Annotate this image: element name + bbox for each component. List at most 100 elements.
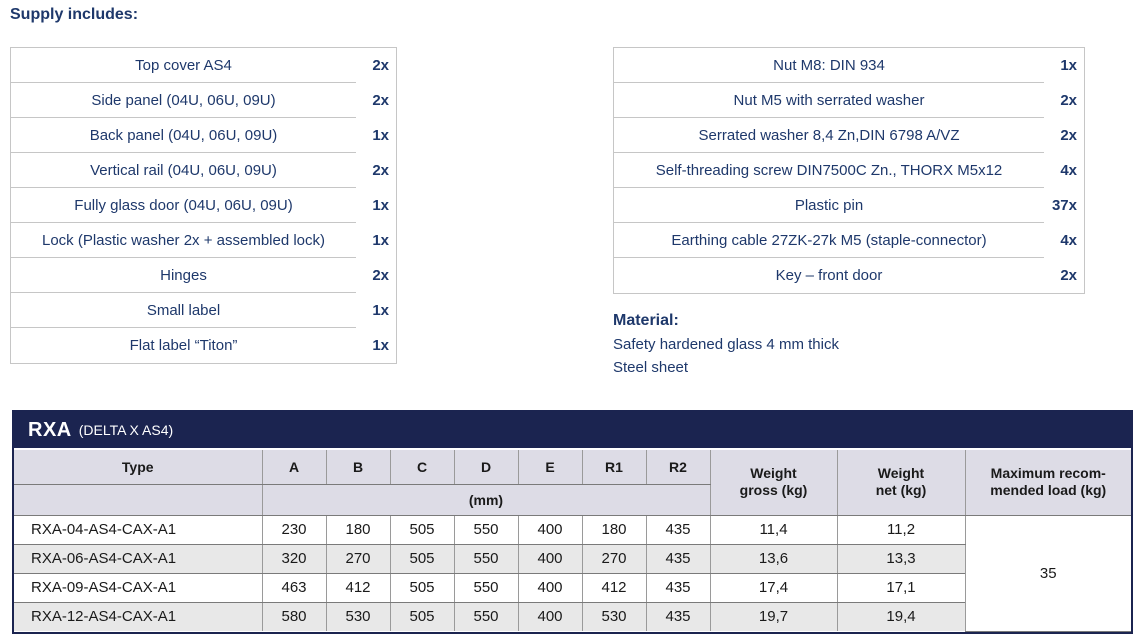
cell-d: 550 — [453, 601, 519, 631]
cell-b: 530 — [325, 601, 391, 631]
supply-table-left: Top cover AS4 2x Side panel (04U, 06U, 09… — [10, 47, 397, 364]
cell-r2: 435 — [645, 543, 711, 574]
supply-item-label: Key – front door — [775, 267, 883, 284]
material-section: Material: Safety hardened glass 4 mm thi… — [613, 312, 839, 379]
supply-includes-heading: Supply includes: — [10, 6, 139, 23]
cell-e: 400 — [517, 543, 583, 574]
cell-max-load: 35 — [964, 514, 1131, 632]
spec-table-title: RXA — [28, 418, 72, 441]
supply-item-label: Vertical rail (04U, 06U, 09U) — [11, 153, 356, 188]
supply-row: Small label 1x — [11, 293, 396, 328]
cell-weight-gross: 17,4 — [709, 572, 838, 603]
spec-table-subtitle: (DELTA X AS4) — [78, 422, 174, 438]
supply-item-qty: 37x — [1051, 197, 1077, 214]
supply-row: Top cover AS4 2x — [11, 48, 396, 83]
cell-a: 463 — [261, 572, 327, 603]
supply-item-label: Fully glass door (04U, 06U, 09U) — [11, 188, 356, 223]
cell-b: 412 — [325, 572, 391, 603]
cell-c: 505 — [389, 543, 455, 574]
cell-weight-gross: 19,7 — [709, 601, 838, 631]
cell-type: RXA-12-AS4-CAX-A1 — [14, 601, 263, 631]
header-line: Maximum recom- — [990, 465, 1106, 482]
supply-item-qty: 4x — [1060, 162, 1077, 179]
supply-item-label: Serrated washer 8,4 Zn,DIN 6798 A/VZ — [614, 118, 1044, 153]
cell-b: 180 — [325, 514, 391, 545]
supply-item-qty: 2x — [372, 57, 389, 74]
cell-d: 550 — [453, 572, 519, 603]
supply-item-label: Side panel (04U, 06U, 09U) — [11, 83, 356, 118]
cell-b: 270 — [325, 543, 391, 574]
spec-data-table: Type A B C D E R1 R2 Weight gross (kg) W… — [14, 450, 1131, 632]
supply-row: Flat label “Titon” 1x — [11, 328, 396, 363]
cell-c: 505 — [389, 572, 455, 603]
spec-table: RXA (DELTA X AS4) Type A B C D E R1 R2 W… — [12, 410, 1133, 634]
supply-item-label: Nut M8: DIN 934 — [614, 48, 1044, 83]
supply-row: Hinges 2x — [11, 258, 396, 293]
material-line: Steel sheet — [613, 359, 689, 376]
spec-table-titlebar: RXA (DELTA X AS4) — [14, 412, 1131, 450]
column-header-r1: R1 — [581, 450, 647, 485]
cell-c: 505 — [389, 601, 455, 631]
supply-row: Vertical rail (04U, 06U, 09U) 2x — [11, 153, 396, 188]
supply-item-label: Small label — [11, 293, 356, 328]
cell-type: RXA-04-AS4-CAX-A1 — [14, 514, 263, 545]
cell-type: RXA-06-AS4-CAX-A1 — [14, 543, 263, 574]
material-heading: Material: — [613, 312, 679, 329]
column-header-d: D — [453, 450, 519, 485]
supply-item-label: Flat label “Titon” — [129, 337, 238, 354]
supply-table-right: Nut M8: DIN 934 1x Nut M5 with serrated w… — [613, 47, 1085, 294]
column-header-weight-gross: Weight gross (kg) — [709, 450, 838, 516]
supply-item-label: Self-threading screw DIN7500C Zn., THORX… — [614, 153, 1044, 188]
cell-a: 580 — [261, 601, 327, 631]
header-line: net (kg) — [875, 482, 927, 499]
cell-r2: 435 — [645, 572, 711, 603]
supply-row: Nut M8: DIN 934 1x — [614, 48, 1084, 83]
supply-item-label: Top cover AS4 — [11, 48, 356, 83]
cell-e: 400 — [517, 514, 583, 545]
supply-item-qty: 2x — [372, 162, 389, 179]
supply-item-qty: 1x — [372, 232, 389, 249]
column-header-weight-net: Weight net (kg) — [836, 450, 966, 516]
supply-item-qty: 1x — [372, 337, 389, 354]
supply-item-qty: 1x — [372, 302, 389, 319]
cell-type: RXA-09-AS4-CAX-A1 — [14, 572, 263, 603]
cell-weight-net: 11,2 — [836, 514, 966, 545]
supply-item-qty: 1x — [1060, 57, 1077, 74]
cell-r1: 180 — [581, 514, 647, 545]
material-line: Safety hardened glass 4 mm thick — [613, 336, 839, 353]
supply-item-label: Hinges — [11, 258, 356, 293]
column-header-c: C — [389, 450, 455, 485]
supply-item-qty: 2x — [1060, 267, 1077, 284]
supply-item-qty: 1x — [372, 197, 389, 214]
supply-row: Key – front door 2x — [614, 258, 1084, 293]
supply-item-qty: 4x — [1060, 232, 1077, 249]
cell-r1: 530 — [581, 601, 647, 631]
cell-e: 400 — [517, 572, 583, 603]
empty-header-cell — [14, 483, 263, 516]
supply-row: Back panel (04U, 06U, 09U) 1x — [11, 118, 396, 153]
column-header-b: B — [325, 450, 391, 485]
supply-row: Earthing cable 27ZK-27k M5 (staple-conne… — [614, 223, 1084, 258]
header-line: gross (kg) — [739, 482, 808, 499]
header-line: Weight — [877, 465, 925, 482]
supply-item-label: Plastic pin — [614, 188, 1044, 223]
cell-weight-gross: 13,6 — [709, 543, 838, 574]
unit-header: (mm) — [261, 483, 710, 516]
supply-item-qty: 1x — [372, 127, 389, 144]
column-header-max-load: Maximum recom- mended load (kg) — [964, 450, 1131, 516]
cell-weight-net: 19,4 — [836, 601, 965, 631]
supply-item-label: Earthing cable 27ZK-27k M5 (staple-conne… — [614, 223, 1044, 258]
cell-weight-gross: 11,4 — [709, 514, 838, 545]
header-line: Weight — [750, 465, 797, 482]
supply-row: Lock (Plastic washer 2x + assembled lock… — [11, 223, 396, 258]
column-header-r2: R2 — [645, 450, 711, 485]
supply-row: Self-threading screw DIN7500C Zn., THORX… — [614, 153, 1084, 188]
supply-item-qty: 2x — [1060, 127, 1077, 144]
supply-row: Fully glass door (04U, 06U, 09U) 1x — [11, 188, 396, 223]
cell-r2: 435 — [645, 601, 711, 631]
cell-a: 230 — [261, 514, 327, 545]
supply-row: Serrated washer 8,4 Zn,DIN 6798 A/VZ 2x — [614, 118, 1084, 153]
supply-item-qty: 2x — [372, 92, 389, 109]
cell-r2: 435 — [645, 514, 711, 545]
column-header-e: E — [517, 450, 583, 485]
